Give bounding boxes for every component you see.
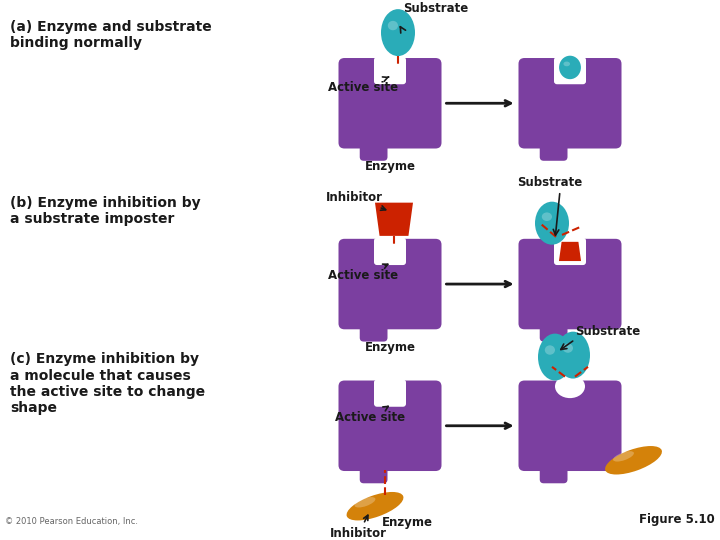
Text: Substrate: Substrate — [403, 2, 468, 15]
Text: Figure 5.10: Figure 5.10 — [639, 514, 715, 526]
FancyBboxPatch shape — [540, 456, 567, 483]
Text: © 2010 Pearson Education, Inc.: © 2010 Pearson Education, Inc. — [5, 517, 138, 526]
FancyBboxPatch shape — [374, 380, 406, 407]
Ellipse shape — [535, 201, 569, 245]
Text: (b) Enzyme inhibition by
a substrate imposter: (b) Enzyme inhibition by a substrate imp… — [10, 196, 201, 226]
Ellipse shape — [556, 332, 590, 379]
Text: (c) Enzyme inhibition by
a molecule that causes
the active site to change
shape: (c) Enzyme inhibition by a molecule that… — [10, 353, 205, 415]
FancyBboxPatch shape — [374, 238, 406, 265]
FancyBboxPatch shape — [540, 315, 567, 342]
Ellipse shape — [388, 21, 398, 30]
Ellipse shape — [346, 492, 403, 521]
Text: Enzyme: Enzyme — [364, 341, 415, 354]
FancyBboxPatch shape — [518, 239, 621, 329]
Ellipse shape — [613, 451, 634, 462]
FancyBboxPatch shape — [518, 381, 621, 471]
FancyBboxPatch shape — [360, 134, 387, 161]
FancyBboxPatch shape — [338, 381, 441, 471]
FancyBboxPatch shape — [360, 315, 387, 342]
Text: Enzyme: Enzyme — [382, 516, 433, 529]
Ellipse shape — [545, 346, 555, 355]
Polygon shape — [559, 242, 581, 261]
FancyBboxPatch shape — [518, 58, 621, 149]
FancyBboxPatch shape — [374, 57, 406, 84]
Text: Enzyme: Enzyme — [364, 160, 415, 173]
Ellipse shape — [538, 334, 572, 381]
Ellipse shape — [555, 375, 585, 398]
Ellipse shape — [541, 212, 552, 221]
Polygon shape — [375, 202, 413, 236]
Text: Substrate: Substrate — [575, 325, 640, 338]
Text: Inhibitor: Inhibitor — [330, 515, 387, 540]
FancyBboxPatch shape — [338, 239, 441, 329]
Text: Substrate: Substrate — [518, 176, 582, 189]
Text: (a) Enzyme and substrate
binding normally: (a) Enzyme and substrate binding normall… — [10, 20, 212, 50]
Text: Active site: Active site — [335, 407, 405, 424]
Ellipse shape — [605, 446, 662, 475]
Ellipse shape — [559, 56, 581, 79]
Ellipse shape — [564, 62, 570, 66]
Text: Active site: Active site — [328, 77, 398, 94]
FancyBboxPatch shape — [554, 57, 586, 84]
FancyBboxPatch shape — [540, 134, 567, 161]
FancyBboxPatch shape — [338, 58, 441, 149]
Text: Active site: Active site — [328, 264, 398, 282]
Ellipse shape — [563, 343, 573, 353]
FancyBboxPatch shape — [554, 238, 586, 265]
Text: Inhibitor: Inhibitor — [326, 191, 386, 210]
Ellipse shape — [381, 9, 415, 56]
FancyBboxPatch shape — [360, 456, 387, 483]
Ellipse shape — [354, 497, 375, 508]
